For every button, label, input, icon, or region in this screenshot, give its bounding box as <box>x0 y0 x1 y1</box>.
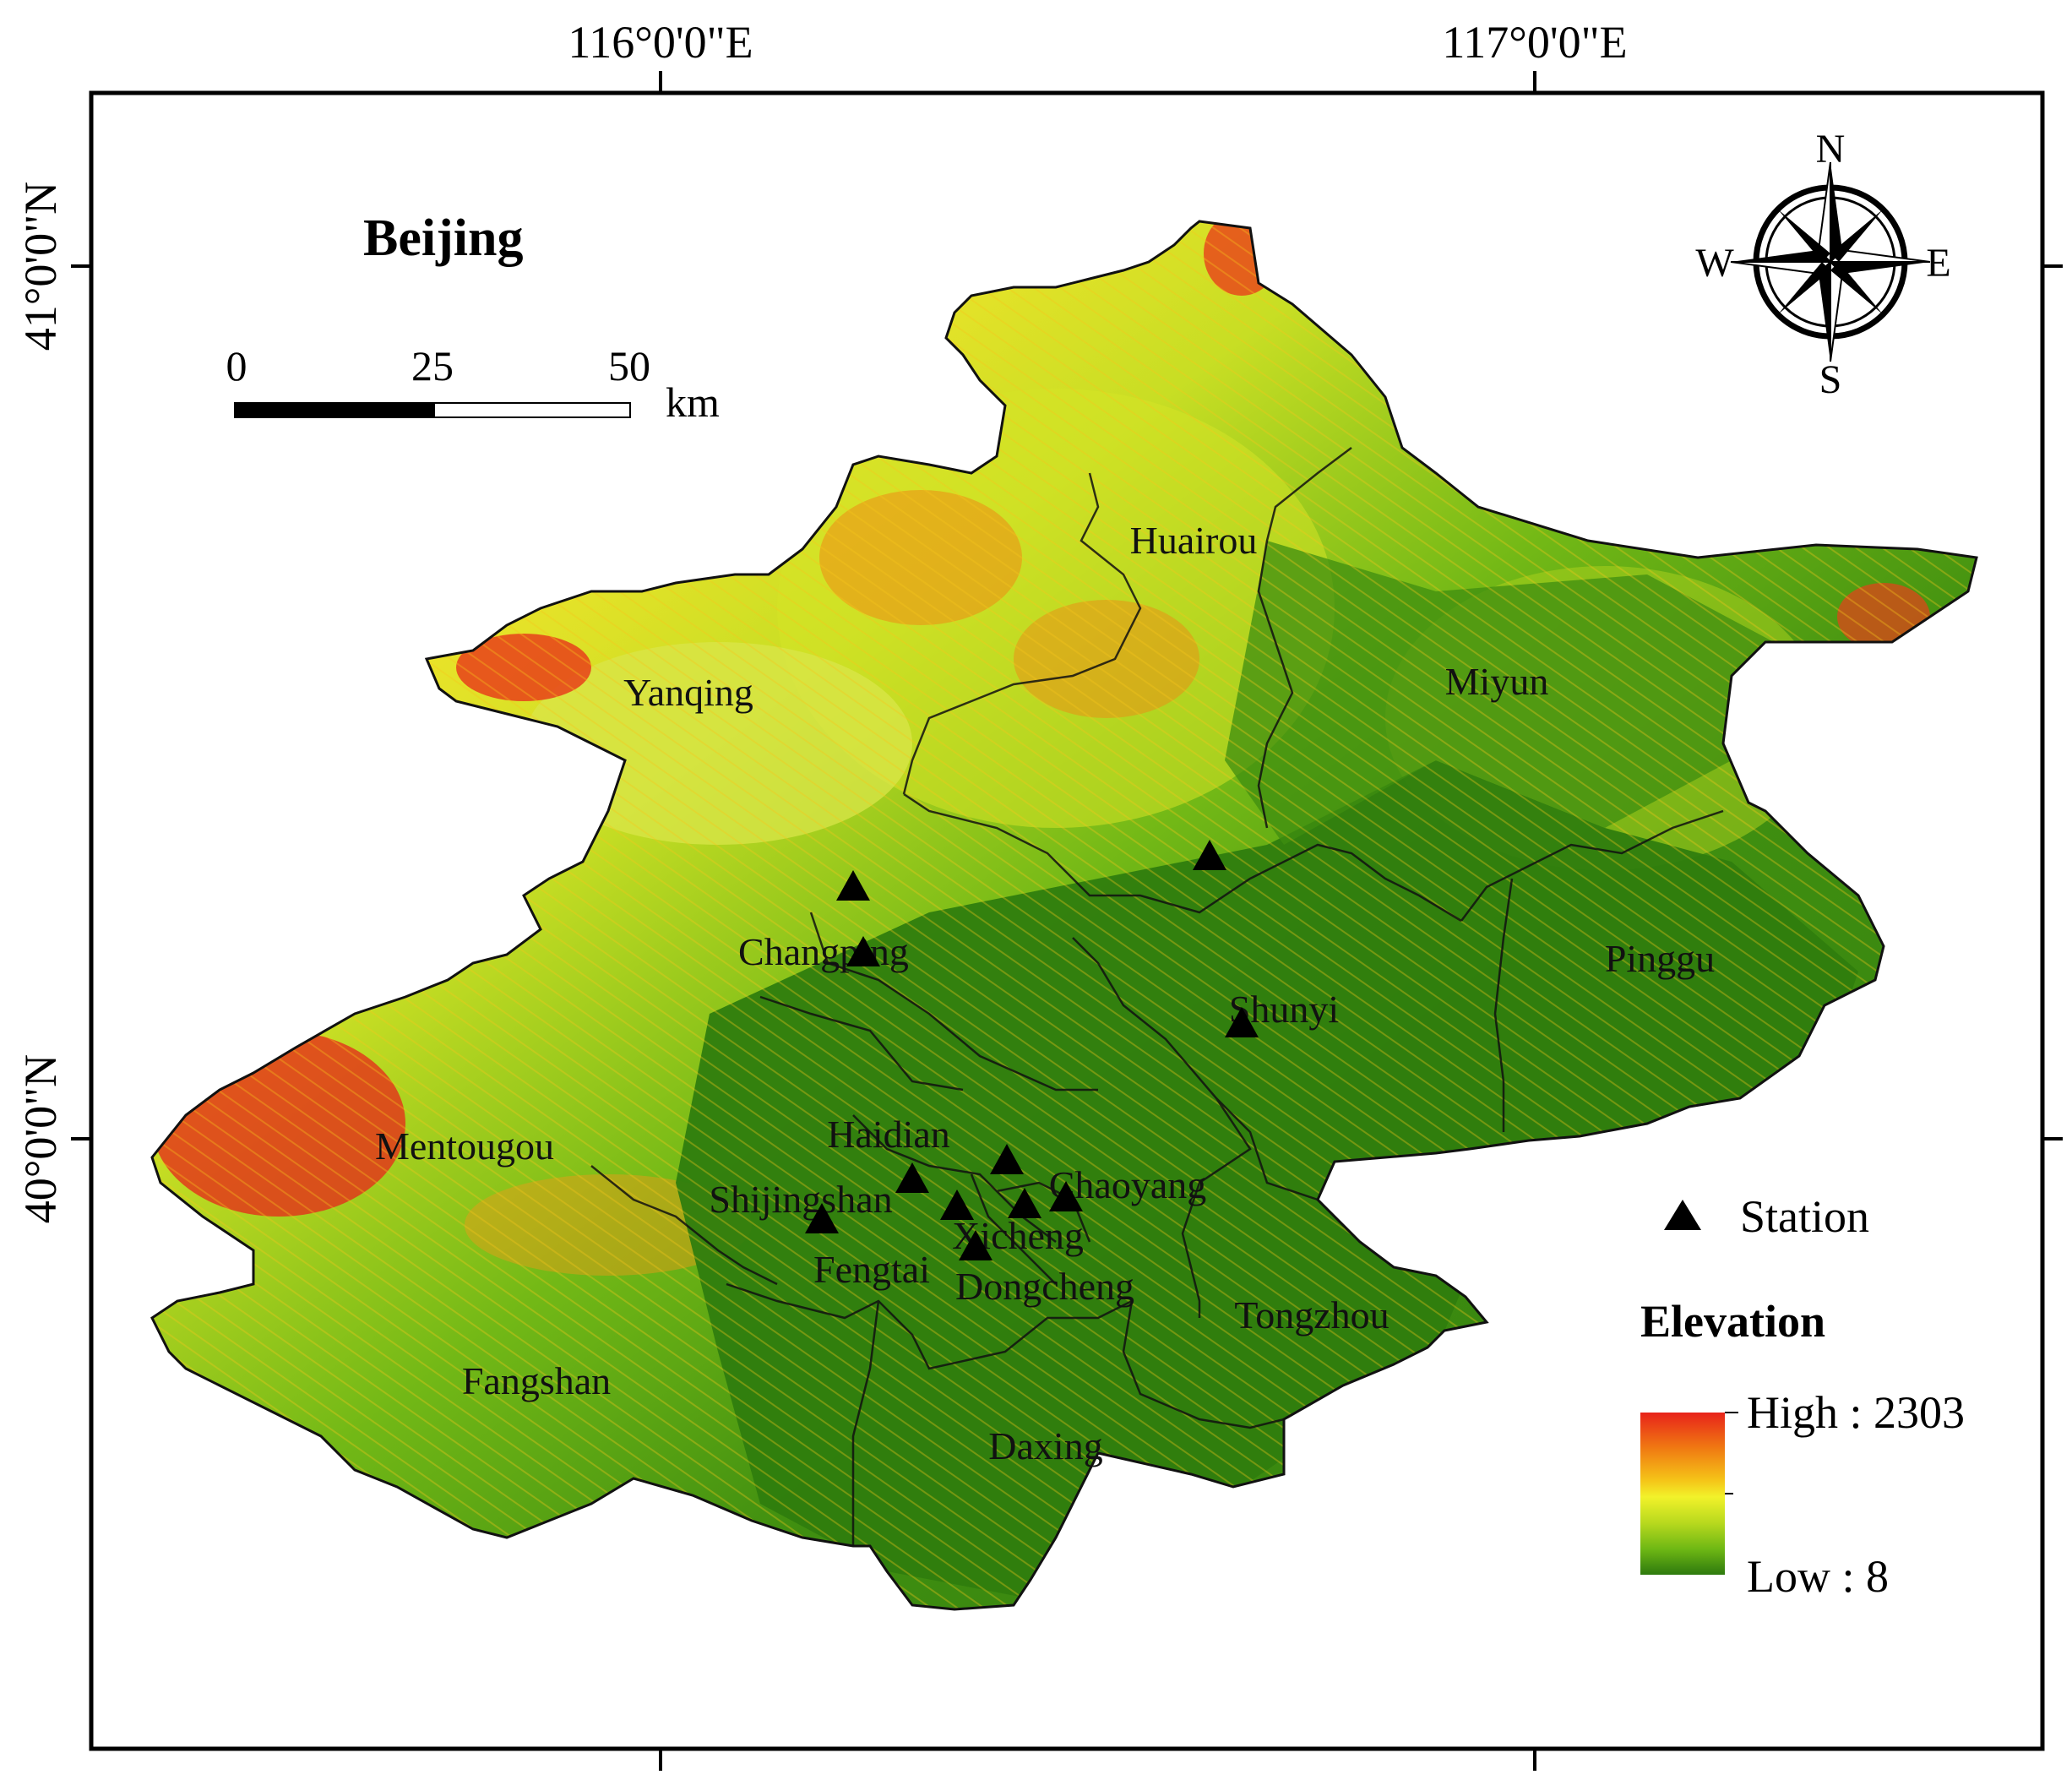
district-boundaries <box>590 447 1724 1546</box>
lon-label-117: 117°0'0"E <box>1442 17 1627 68</box>
station-marker <box>846 936 880 966</box>
compass-e: E <box>1926 241 1950 286</box>
compass-rose-icon <box>1730 161 1931 362</box>
district-label-fangshan: Fangshan <box>462 1359 611 1402</box>
station-marker <box>959 1230 992 1260</box>
compass-w: W <box>1695 241 1734 286</box>
district-label-mentougou: Mentougou <box>375 1124 554 1168</box>
compass-s: S <box>1819 357 1842 402</box>
legend-elevation-title: Elevation <box>1640 1296 1825 1347</box>
legend-low-label: Low : 8 <box>1747 1551 1889 1602</box>
station-marker <box>990 1144 1024 1174</box>
district-label-daxing: Daxing <box>988 1424 1102 1467</box>
legend-high-label: High : 2303 <box>1747 1387 1965 1438</box>
station-marker <box>1049 1181 1083 1211</box>
scale-tick-0: 0 <box>226 342 247 389</box>
station-marker <box>1193 840 1226 870</box>
scale-unit: km <box>666 378 720 426</box>
district-label-dongcheng: Dongcheng <box>955 1265 1134 1308</box>
district-label-pinggu: Pinggu <box>1605 937 1715 980</box>
map-title: Beijing <box>363 210 523 267</box>
district-label-yanqing: Yanqing <box>623 671 753 714</box>
station-marker <box>1008 1188 1041 1218</box>
station-marker <box>1225 1007 1259 1037</box>
district-label-tongzhou: Tongzhou <box>1234 1293 1389 1336</box>
station-marker <box>836 870 870 901</box>
legend-station-label: Station <box>1740 1191 1869 1242</box>
lat-label-40: 40°0'0"N <box>15 1054 66 1223</box>
station-marker <box>805 1203 839 1233</box>
station-marker <box>940 1189 974 1220</box>
scale-bar: 0 25 50 km <box>226 342 721 426</box>
legend: Station Elevation High : 2303 Low : 8 <box>1640 1191 1965 1602</box>
district-label-miyun: Miyun <box>1445 660 1549 703</box>
lat-label-41: 41°0'0"N <box>15 182 66 351</box>
lon-label-116: 116°0'0"E <box>568 17 753 68</box>
district-label-haidian: Haidian <box>827 1113 950 1156</box>
district-label-huairou: Huairou <box>1130 519 1258 562</box>
district-label-shijingshan: Shijingshan <box>709 1178 892 1221</box>
scale-tick-50: 50 <box>608 342 650 389</box>
district-label-fengtai: Fengtai <box>813 1248 930 1291</box>
legend-elevation-ramp <box>1640 1413 1725 1575</box>
scale-tick-25: 25 <box>411 342 454 389</box>
compass-n: N <box>1816 127 1846 171</box>
station-marker <box>895 1162 929 1193</box>
graticule-ticks <box>71 71 2063 1771</box>
legend-station-icon <box>1664 1200 1701 1230</box>
district-label-changping: Changping <box>738 930 909 973</box>
